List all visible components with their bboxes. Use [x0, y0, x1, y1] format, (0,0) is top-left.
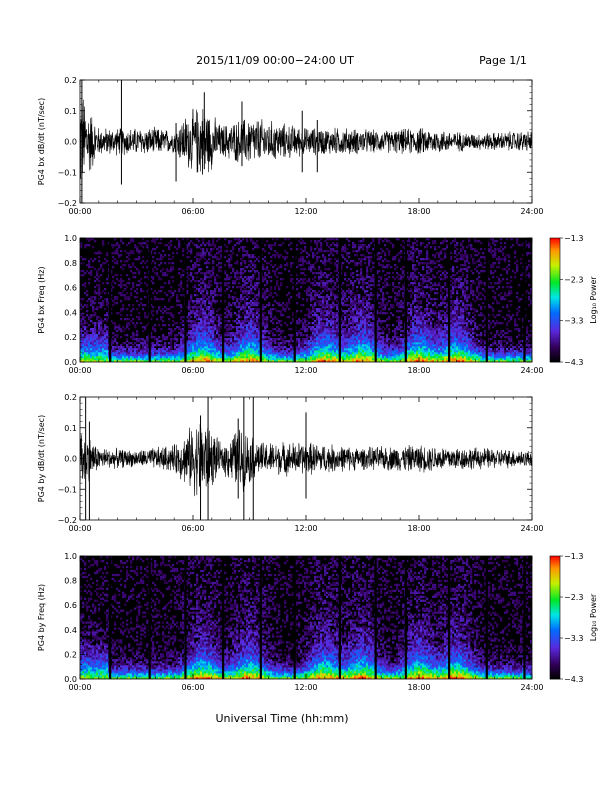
y-tick-label: 0.8	[64, 259, 77, 268]
y-tick-label: 0.2	[64, 333, 77, 342]
x-tick-label: 06:00	[181, 683, 204, 692]
y-axis-label: PG4 bx dB/dt (nT/sec)	[37, 98, 46, 185]
y-tick-label: 0.2	[64, 650, 77, 659]
y-tick-label: 0.4	[64, 308, 77, 317]
colorbar-tick-label: −4.3	[564, 675, 583, 684]
x-tick-label: 00:00	[68, 683, 91, 692]
x-tick-label: 12:00	[294, 366, 317, 375]
trace-1	[80, 80, 532, 203]
y-axis-label: PG4 by dB/dt (nT/sec)	[37, 415, 46, 502]
y-tick-label: 0.0	[64, 455, 77, 464]
x-tick-label: 18:00	[407, 366, 430, 375]
x-tick-label: 24:00	[520, 366, 543, 375]
x-tick-label: 06:00	[181, 524, 204, 533]
x-tick-label: 00:00	[68, 366, 91, 375]
colorbar-tick-label: −1.3	[564, 552, 583, 561]
x-tick-label: 12:00	[294, 524, 317, 533]
colorbar-tick-label: −3.3	[564, 317, 583, 326]
y-tick-label: 0.0	[64, 138, 77, 147]
colorbar-label: Log₁₀ Power	[589, 593, 598, 641]
colorbar-tick-label: −4.3	[564, 358, 583, 367]
colorbar-label: Log₁₀ Power	[589, 276, 598, 324]
trace-3	[80, 397, 532, 520]
y-tick-label: 0.1	[64, 424, 77, 433]
x-tick-label: 24:00	[520, 524, 543, 533]
x-tick-label: 18:00	[407, 683, 430, 692]
spectrogram-4	[80, 556, 532, 679]
page-title: 2015/11/09 00:00−24:00 UT	[196, 54, 354, 67]
x-tick-label: 06:00	[181, 366, 204, 375]
spectrogram-2	[80, 238, 532, 362]
panel-3: 00:00 06:00 12:00 18:00 24:00 0.2 0.1 0.0 −0.1 −0…	[37, 393, 544, 533]
y-tick-label: 0.2	[64, 76, 77, 85]
x-tick-label: 06:00	[181, 207, 204, 216]
panel-2: 00:00 06:00 12:00 18:00 24:00 1.0 0.8 0.6 0.4 0.2…	[37, 234, 544, 375]
y-tick-label: 0.4	[64, 626, 77, 635]
colorbar-tick-label: −3.3	[564, 634, 583, 643]
colorbar-tick-label: −2.3	[564, 275, 583, 284]
y-tick-label: 1.0	[64, 552, 77, 561]
y-tick-label: 0.0	[64, 358, 77, 367]
panel-1: 00:00 06:00 12:00 18:00 24:00 0.2 0.1 0.0 −0.1 −0…	[37, 76, 544, 216]
y-tick-label: 0.2	[64, 393, 77, 402]
y-tick-label: 1.0	[64, 234, 77, 243]
x-tick-label: 00:00	[68, 524, 91, 533]
x-tick-label: 18:00	[407, 524, 430, 533]
colorbar-4: −1.3 −2.3 −3.3 −4.3 Log₁₀ Power	[549, 552, 598, 684]
waveform-line	[80, 99, 532, 179]
page-number: Page 1/1	[479, 54, 527, 67]
panel-4: 00:00 06:00 12:00 18:00 24:00 1.0 0.8 0.6 0.4 0.2…	[37, 552, 544, 692]
y-tick-label: 0.0	[64, 675, 77, 684]
y-tick-label: −0.2	[58, 199, 77, 208]
y-tick-label: 0.6	[64, 284, 77, 293]
x-axis-label: Universal Time (hh:mm)	[216, 712, 349, 725]
x-tick-label: 12:00	[294, 207, 317, 216]
x-tick-label: 24:00	[520, 683, 543, 692]
colorbar-tick-label: −2.3	[564, 593, 583, 602]
colorbar-2: −1.3 −2.3 −3.3 −4.3 Log₁₀ Power	[549, 234, 598, 367]
colorbar-tick-label: −1.3	[564, 234, 583, 243]
y-tick-label: −0.2	[58, 516, 77, 525]
x-tick-label: 00:00	[68, 207, 91, 216]
y-tick-label: 0.6	[64, 601, 77, 610]
y-axis-label: PG4 bx Freq (Hz)	[37, 266, 46, 333]
x-tick-label: 18:00	[407, 207, 430, 216]
y-tick-label: 0.1	[64, 107, 77, 116]
x-tick-label: 24:00	[520, 207, 543, 216]
y-tick-label: −0.1	[58, 485, 77, 494]
y-axis-label: PG4 by Freq (Hz)	[37, 584, 46, 651]
y-tick-label: 0.8	[64, 577, 77, 586]
x-tick-label: 12:00	[294, 683, 317, 692]
y-tick-label: −0.1	[58, 168, 77, 177]
